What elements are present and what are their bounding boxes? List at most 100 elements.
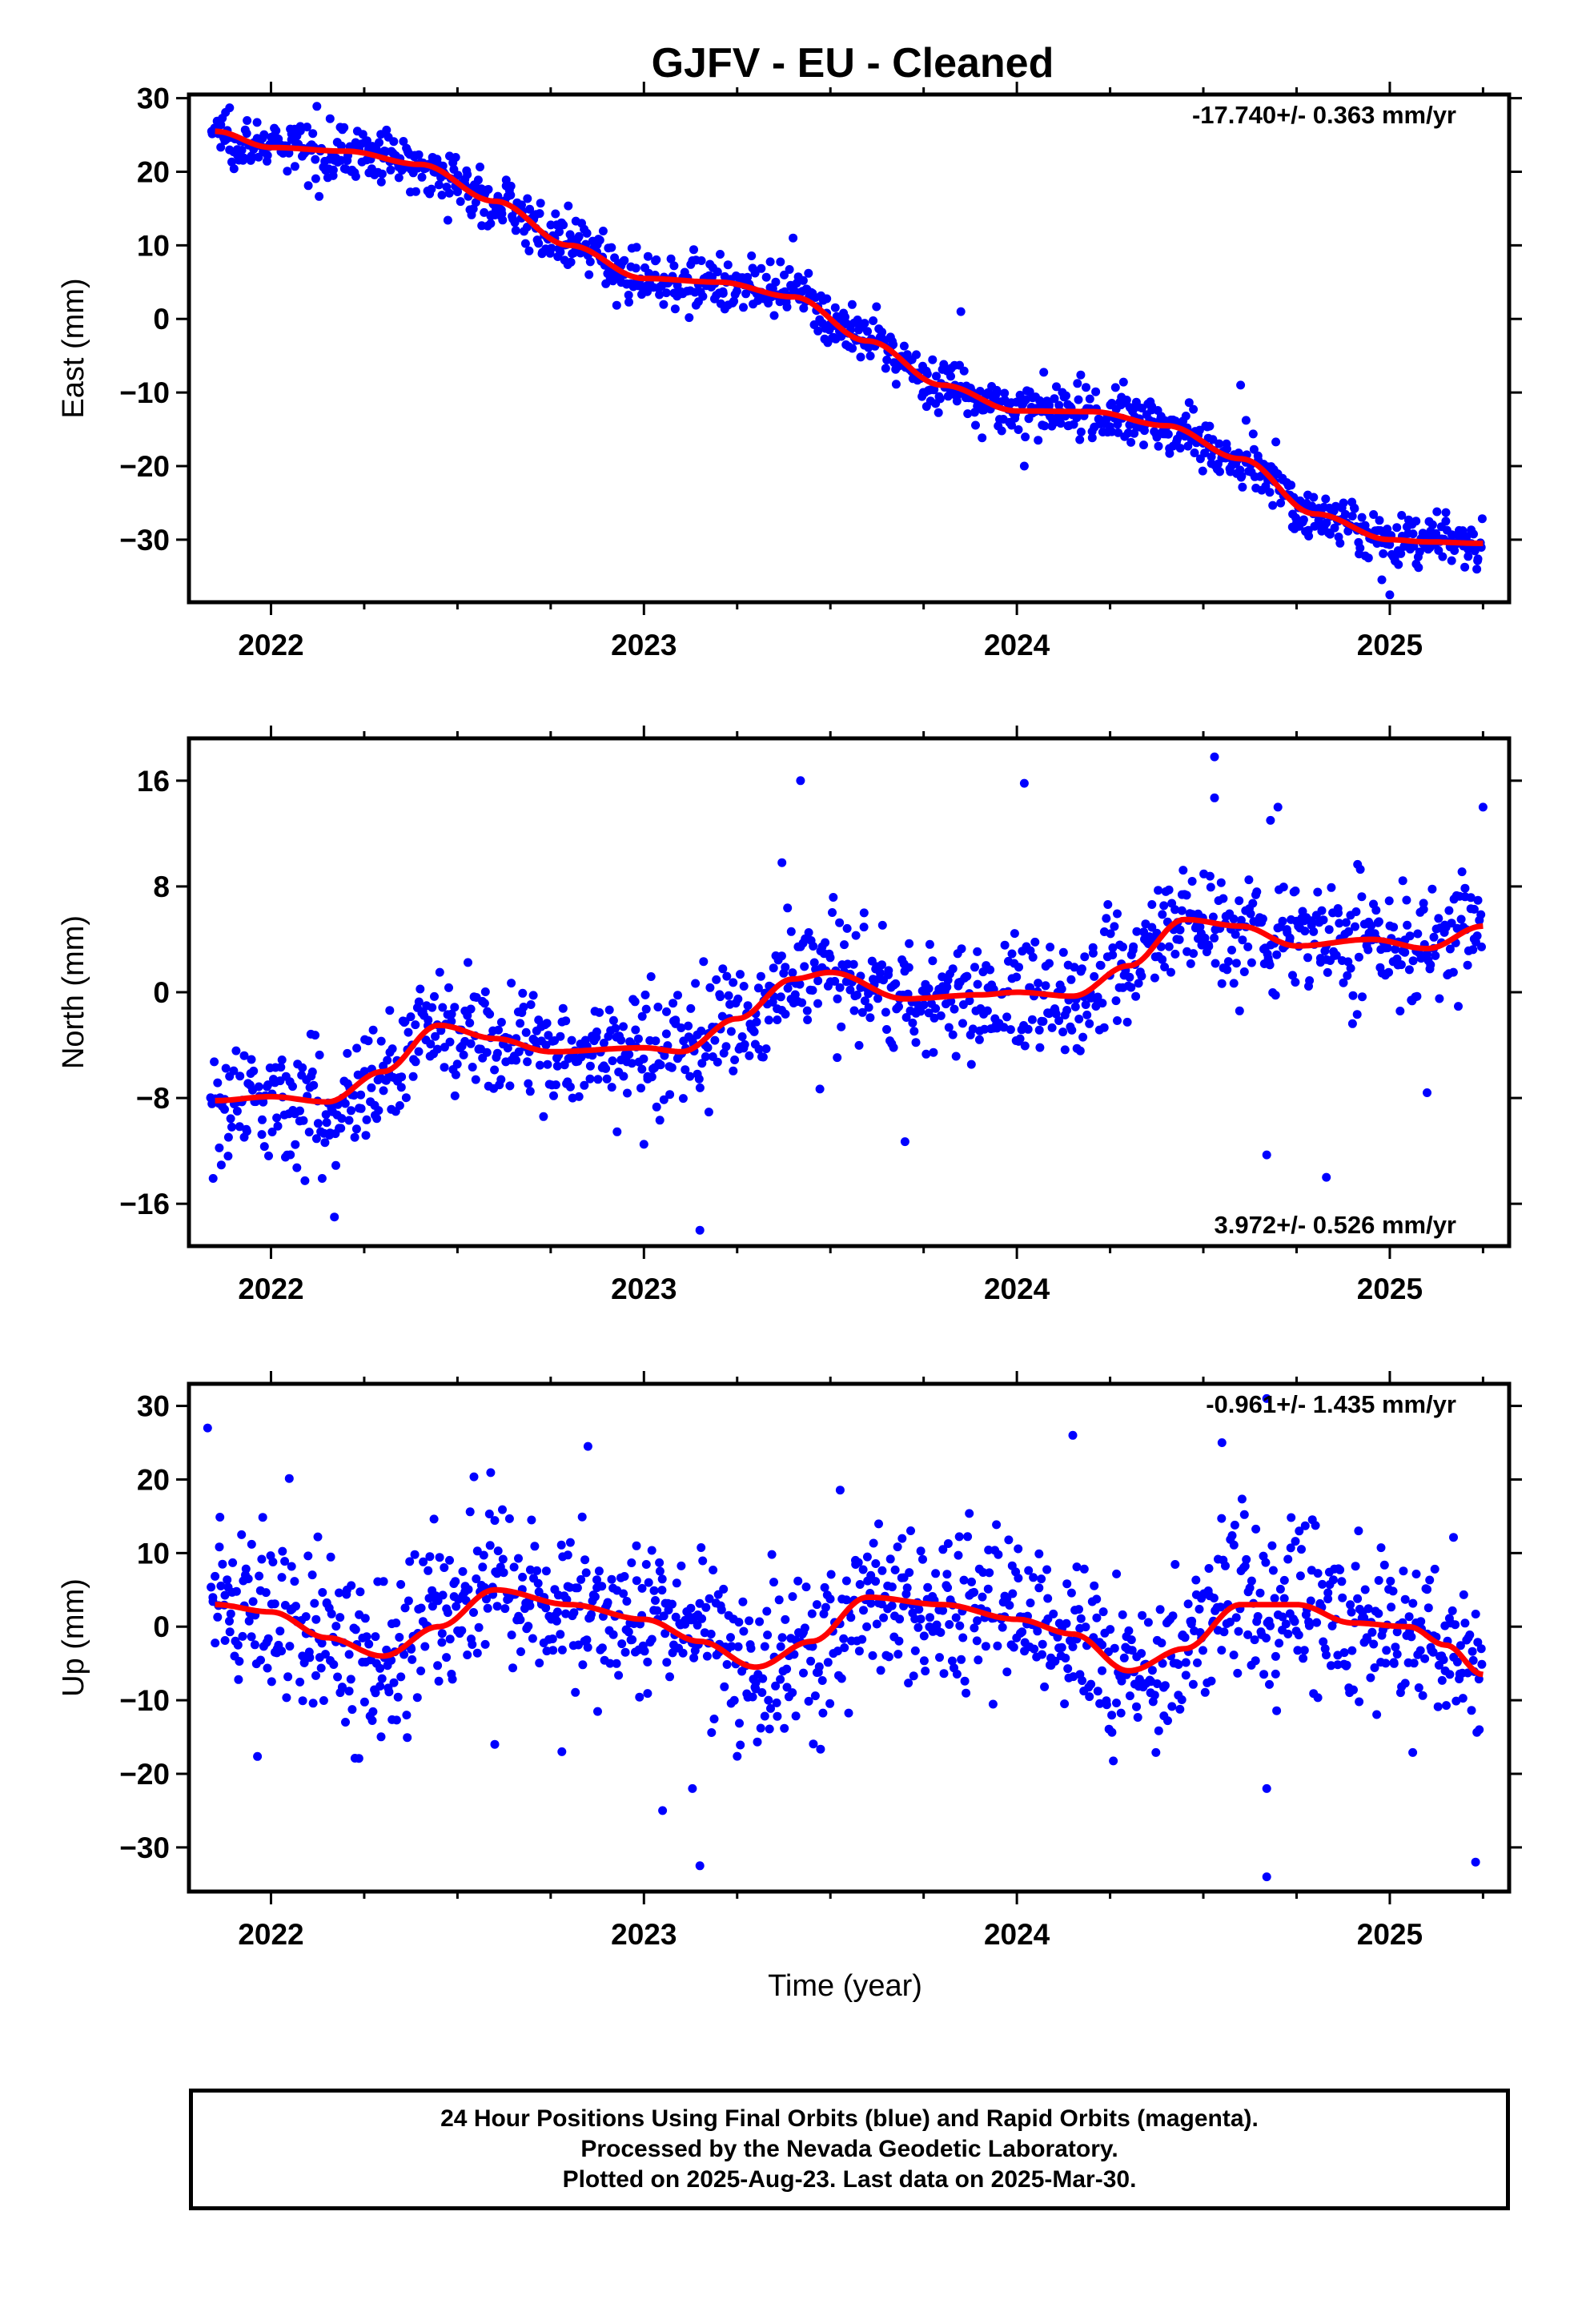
data-point bbox=[1367, 1627, 1377, 1637]
data-point bbox=[1186, 1619, 1196, 1629]
data-point bbox=[331, 1160, 340, 1170]
data-point bbox=[361, 1131, 371, 1140]
data-point bbox=[311, 1134, 321, 1144]
data-point bbox=[906, 1526, 915, 1535]
data-point bbox=[783, 903, 793, 913]
y-tick-label: −30 bbox=[119, 524, 170, 557]
data-point bbox=[525, 204, 535, 214]
data-point bbox=[351, 1124, 361, 1134]
data-point bbox=[1383, 525, 1392, 534]
data-point bbox=[719, 1584, 729, 1594]
data-point bbox=[1062, 1579, 1072, 1589]
data-point bbox=[1309, 493, 1319, 502]
data-point bbox=[963, 409, 973, 419]
data-point bbox=[1108, 951, 1118, 959]
data-point bbox=[1181, 412, 1191, 420]
data-point bbox=[375, 1663, 385, 1673]
data-point bbox=[1305, 976, 1315, 985]
data-point bbox=[954, 1550, 963, 1560]
data-point bbox=[864, 1003, 873, 1012]
data-point bbox=[1391, 1642, 1400, 1652]
data-point bbox=[877, 920, 887, 930]
data-point bbox=[763, 1630, 773, 1640]
data-point bbox=[1116, 1708, 1126, 1718]
data-point bbox=[716, 250, 725, 259]
data-point bbox=[1468, 945, 1478, 955]
data-point bbox=[743, 272, 753, 282]
data-point bbox=[841, 312, 849, 322]
data-point bbox=[1268, 501, 1278, 510]
data-point bbox=[876, 1666, 885, 1675]
data-point bbox=[837, 332, 846, 341]
data-point bbox=[825, 953, 835, 963]
data-point bbox=[845, 985, 855, 995]
data-point bbox=[746, 1643, 756, 1653]
data-point bbox=[823, 1658, 833, 1667]
data-point bbox=[1002, 1012, 1012, 1022]
data-point bbox=[695, 1598, 705, 1608]
data-point bbox=[931, 1003, 941, 1013]
data-point bbox=[1221, 1561, 1230, 1570]
data-point bbox=[1297, 1545, 1306, 1554]
data-point bbox=[1009, 1642, 1018, 1652]
data-point bbox=[1279, 1594, 1289, 1603]
data-point bbox=[211, 1571, 220, 1581]
data-point bbox=[1360, 1585, 1370, 1594]
data-point bbox=[967, 1577, 976, 1586]
data-point bbox=[1460, 1618, 1470, 1628]
data-point bbox=[909, 1671, 918, 1681]
data-point bbox=[1363, 1604, 1373, 1614]
data-point bbox=[1429, 932, 1439, 942]
data-point-outlier bbox=[796, 776, 805, 786]
data-point bbox=[1118, 377, 1128, 387]
data-point bbox=[1238, 935, 1247, 945]
data-point bbox=[936, 1011, 946, 1020]
data-point bbox=[1124, 1626, 1134, 1635]
data-point bbox=[1441, 517, 1451, 526]
data-point bbox=[307, 1068, 317, 1076]
data-point bbox=[1374, 917, 1383, 927]
data-point bbox=[1449, 1533, 1458, 1542]
data-point bbox=[315, 191, 324, 201]
data-point bbox=[1438, 552, 1447, 561]
data-point bbox=[970, 963, 979, 972]
data-point bbox=[1434, 914, 1443, 923]
data-point bbox=[657, 1586, 667, 1595]
data-point bbox=[828, 908, 837, 917]
data-point bbox=[241, 1564, 251, 1574]
data-point bbox=[298, 1063, 307, 1072]
data-point bbox=[935, 1653, 944, 1663]
data-point bbox=[869, 316, 878, 325]
data-point bbox=[1038, 1017, 1048, 1026]
data-point bbox=[492, 1048, 502, 1058]
data-point-outlier bbox=[1322, 1172, 1331, 1182]
data-point bbox=[1057, 984, 1066, 994]
data-point bbox=[1189, 404, 1199, 414]
data-point bbox=[471, 1075, 480, 1084]
data-point bbox=[1229, 979, 1239, 988]
data-point bbox=[1216, 1602, 1225, 1612]
data-point bbox=[904, 963, 913, 972]
data-point bbox=[1108, 943, 1118, 952]
data-point bbox=[1333, 1660, 1343, 1670]
data-point bbox=[848, 344, 857, 353]
data-point bbox=[1191, 1575, 1201, 1585]
data-point bbox=[278, 1546, 287, 1556]
data-point bbox=[425, 1552, 435, 1562]
data-point bbox=[1300, 1521, 1310, 1530]
data-point bbox=[712, 975, 721, 984]
data-point bbox=[884, 966, 893, 975]
data-point bbox=[789, 1650, 799, 1659]
data-point bbox=[662, 1007, 671, 1016]
data-point bbox=[753, 983, 763, 993]
data-point bbox=[556, 1540, 566, 1550]
data-point bbox=[624, 297, 633, 307]
data-point bbox=[863, 327, 872, 336]
data-point bbox=[347, 1581, 356, 1590]
data-point bbox=[871, 1559, 881, 1568]
data-point bbox=[1400, 1594, 1410, 1604]
data-point bbox=[291, 1602, 300, 1611]
data-point bbox=[1399, 1566, 1408, 1576]
data-point bbox=[1026, 983, 1035, 992]
